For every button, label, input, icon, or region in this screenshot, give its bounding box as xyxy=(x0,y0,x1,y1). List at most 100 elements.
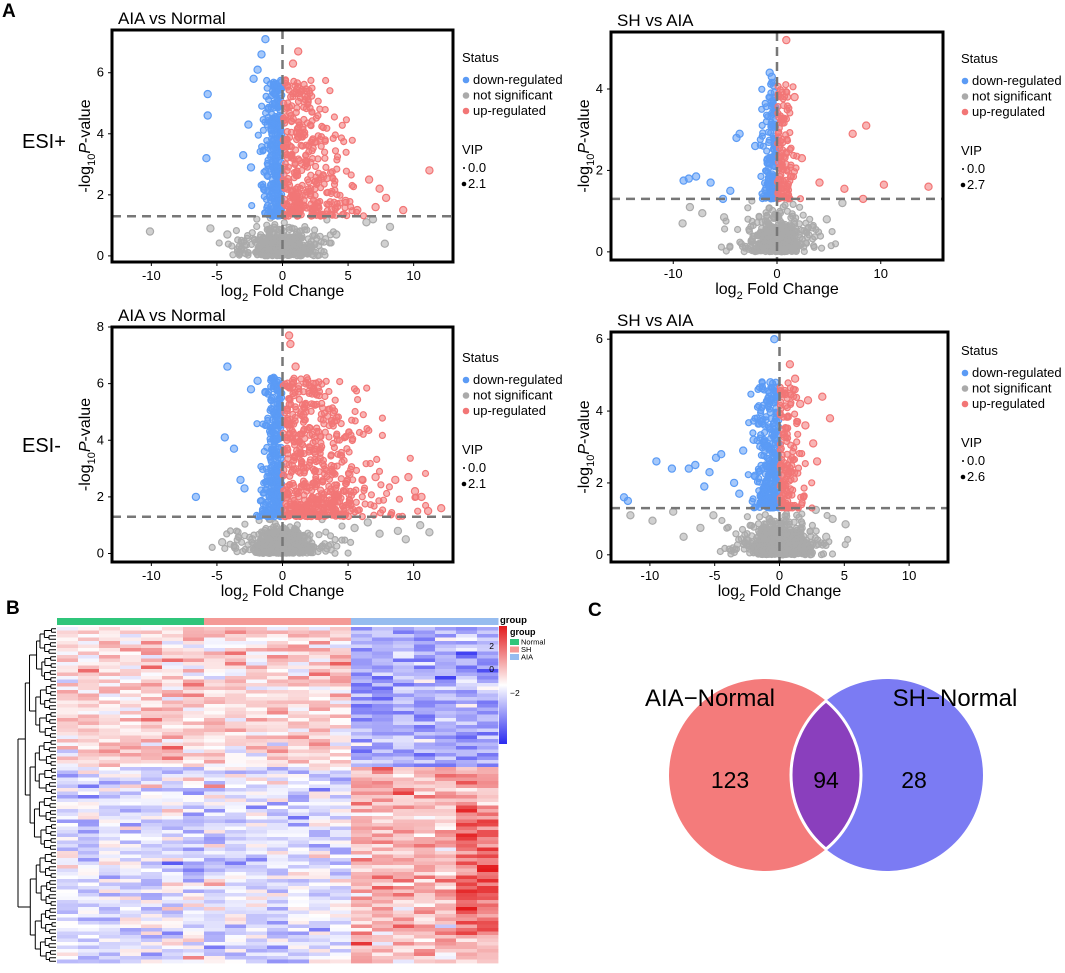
data-point xyxy=(768,206,777,215)
data-point xyxy=(760,483,769,491)
data-point xyxy=(321,154,329,162)
x-tick-label: 0 xyxy=(279,268,286,283)
data-point xyxy=(879,180,889,189)
legend-marker xyxy=(961,108,969,116)
data-point xyxy=(294,500,302,508)
data-point xyxy=(828,514,837,524)
data-point xyxy=(235,242,243,250)
data-point xyxy=(775,144,784,153)
data-point xyxy=(297,457,305,465)
data-point xyxy=(287,93,295,101)
data-point xyxy=(760,544,768,553)
data-point xyxy=(281,143,289,151)
legend-label: down-regulated xyxy=(972,73,1062,88)
data-point xyxy=(763,397,771,405)
data-point xyxy=(288,59,298,68)
data-point xyxy=(684,174,694,183)
data-point xyxy=(729,478,739,488)
data-point xyxy=(297,541,306,550)
data-point xyxy=(799,211,807,219)
data-point xyxy=(789,200,797,208)
data-point xyxy=(257,462,265,471)
data-point xyxy=(744,471,752,479)
data-point xyxy=(296,430,304,438)
data-point xyxy=(401,535,410,544)
data-point xyxy=(716,547,724,556)
data-point xyxy=(259,233,268,241)
data-point xyxy=(269,408,277,416)
x-tick-label: -5 xyxy=(211,268,223,283)
data-point xyxy=(267,127,275,135)
data-point xyxy=(348,136,356,144)
data-point xyxy=(309,206,317,214)
data-point xyxy=(231,543,240,553)
data-point xyxy=(822,215,832,224)
data-point xyxy=(758,218,766,226)
data-points xyxy=(191,331,446,558)
data-point xyxy=(264,116,272,125)
data-point xyxy=(350,523,359,533)
data-point xyxy=(261,35,270,44)
data-point xyxy=(705,468,714,477)
data-point xyxy=(300,80,308,89)
data-point xyxy=(353,205,362,215)
data-point xyxy=(786,146,794,154)
data-point xyxy=(351,417,359,425)
data-point xyxy=(302,380,310,388)
data-point xyxy=(758,85,766,93)
data-point xyxy=(253,420,261,428)
data-point xyxy=(762,184,770,192)
data-point xyxy=(761,167,770,175)
legend-title: Status xyxy=(462,50,499,65)
data-point xyxy=(295,438,303,447)
data-point xyxy=(762,209,770,217)
data-point xyxy=(244,120,253,129)
data-point xyxy=(783,137,792,145)
data-point xyxy=(747,390,755,398)
data-point xyxy=(313,424,321,432)
data-point xyxy=(338,121,346,129)
data-point xyxy=(274,491,283,499)
data-point xyxy=(784,186,793,194)
data-point xyxy=(337,134,346,142)
data-point xyxy=(330,481,340,490)
data-point xyxy=(423,506,433,516)
data-point xyxy=(788,529,797,538)
data-point xyxy=(306,424,314,432)
data-point xyxy=(295,382,303,390)
data-point xyxy=(342,116,350,124)
data-point xyxy=(691,172,701,181)
data-point xyxy=(263,443,271,452)
vip-title: VIP xyxy=(961,143,982,158)
data-point xyxy=(287,154,296,162)
data-point xyxy=(755,513,764,521)
data-point xyxy=(338,452,346,460)
data-point xyxy=(191,492,201,502)
data-point xyxy=(750,471,760,480)
data-point xyxy=(291,417,299,425)
data-point xyxy=(303,226,311,234)
data-point xyxy=(718,516,726,525)
data-point xyxy=(294,172,302,180)
data-point xyxy=(749,429,757,437)
data-point xyxy=(341,196,350,206)
panel-label-c: C xyxy=(588,600,602,621)
data-point xyxy=(809,242,818,250)
data-point xyxy=(294,97,302,106)
data-point xyxy=(378,431,386,439)
data-point xyxy=(789,83,797,91)
data-point xyxy=(330,444,338,452)
data-point xyxy=(741,538,749,547)
data-point xyxy=(758,105,766,113)
data-point xyxy=(330,511,338,519)
data-point xyxy=(254,546,262,554)
data-point xyxy=(285,461,293,469)
data-point xyxy=(336,378,344,386)
data-point xyxy=(379,496,388,504)
data-point xyxy=(320,494,328,502)
data-point xyxy=(203,89,212,99)
data-point xyxy=(744,204,752,212)
data-point xyxy=(789,486,797,494)
data-point xyxy=(345,448,353,456)
